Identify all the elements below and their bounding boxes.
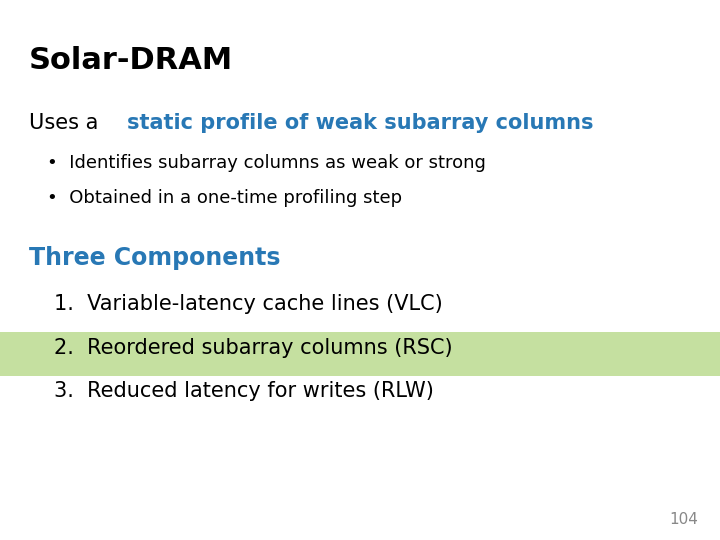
Text: •  Identifies subarray columns as weak or strong: • Identifies subarray columns as weak or… <box>47 154 486 172</box>
Text: static profile of weak subarray columns: static profile of weak subarray columns <box>127 113 593 133</box>
Text: 104: 104 <box>670 511 698 526</box>
Text: Three Components: Three Components <box>29 246 280 269</box>
Text: 3.  Reduced latency for writes (RLW): 3. Reduced latency for writes (RLW) <box>54 381 434 401</box>
Text: 2.  Reordered subarray columns (RSC): 2. Reordered subarray columns (RSC) <box>54 338 453 357</box>
Text: 1.  Variable-latency cache lines (VLC): 1. Variable-latency cache lines (VLC) <box>54 294 443 314</box>
Text: •  Obtained in a one-time profiling step: • Obtained in a one-time profiling step <box>47 189 402 207</box>
Text: Solar-DRAM: Solar-DRAM <box>29 46 233 75</box>
Bar <box>0 332 720 376</box>
Text: Uses a: Uses a <box>29 113 105 133</box>
